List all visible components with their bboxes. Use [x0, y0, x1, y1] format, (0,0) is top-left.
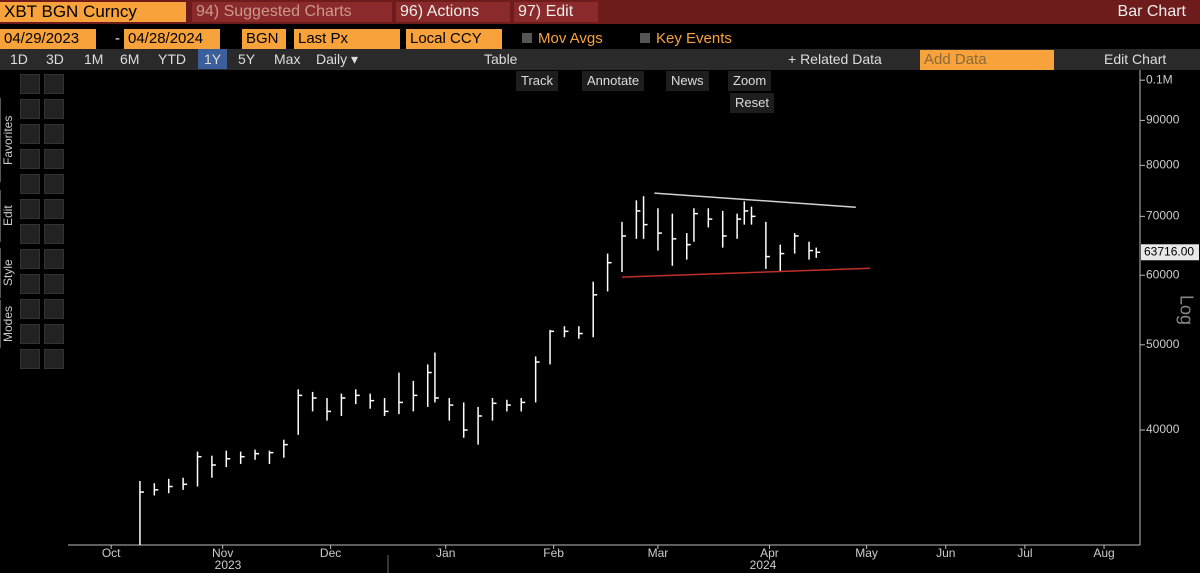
period-button[interactable]: 5Y — [238, 51, 256, 67]
drawing-tool[interactable] — [44, 349, 64, 369]
x-tick-label: Dec — [320, 546, 341, 560]
x-tick-label: Aug — [1093, 546, 1114, 560]
drawing-tool[interactable] — [44, 199, 64, 219]
axis-label: Log — [1176, 295, 1196, 325]
year-label: 2023 — [215, 558, 242, 572]
option[interactable]: Key Events — [640, 29, 732, 49]
drawing-tool[interactable] — [20, 74, 40, 94]
trendline — [621, 267, 871, 278]
last-price-label: 63716.00 — [1144, 244, 1194, 258]
related-data[interactable]: + Related Data — [788, 51, 882, 67]
currency[interactable]: Local CCY — [406, 29, 502, 49]
menu[interactable]: 96) Actions — [396, 2, 510, 22]
side-tab[interactable]: Style — [0, 248, 17, 298]
x-tick-label: May — [855, 546, 878, 560]
edit-chart[interactable]: Edit Chart — [1104, 51, 1167, 67]
y-tick-label: 70000 — [1146, 209, 1180, 223]
x-tick-label: Jun — [936, 546, 955, 560]
end-date[interactable]: 04/28/2024 — [124, 29, 220, 49]
drawing-tool[interactable] — [20, 149, 40, 169]
period-button[interactable]: YTD — [158, 51, 186, 67]
period-button[interactable]: 1Y — [198, 49, 228, 69]
y-tick-label: 0.1M — [1146, 72, 1173, 86]
last-price-box — [1141, 244, 1199, 261]
chart-kind: Bar Chart — [1117, 3, 1186, 20]
drawing-tool[interactable] — [44, 149, 64, 169]
year-label: 2024 — [750, 558, 777, 572]
x-tick-label: Oct — [102, 546, 121, 560]
add-data[interactable]: Add Data — [920, 50, 1054, 70]
drawing-tool[interactable] — [20, 299, 40, 319]
y-tick-label: 80000 — [1146, 158, 1180, 172]
drawing-tool[interactable] — [44, 74, 64, 94]
drawing-tool[interactable] — [20, 349, 40, 369]
x-tick-label: Apr — [760, 546, 779, 560]
drawing-tool[interactable] — [20, 249, 40, 269]
side-tab[interactable]: Favorites — [0, 98, 17, 182]
chart-tool[interactable]: Zoom — [728, 71, 772, 91]
drawing-tool[interactable] — [20, 124, 40, 144]
option-label: Mov Avgs — [538, 30, 603, 47]
start-date[interactable]: 04/29/2023 — [0, 29, 96, 49]
source[interactable]: BGN — [242, 29, 286, 49]
period-button[interactable]: 6M — [120, 51, 140, 67]
drawing-tool[interactable] — [44, 224, 64, 244]
checkbox[interactable] — [522, 33, 532, 43]
dash: - — [115, 30, 120, 47]
drawing-tool[interactable] — [44, 324, 64, 344]
drawing-tool[interactable] — [44, 249, 64, 269]
drawing-tool[interactable] — [44, 274, 64, 294]
chart-tool[interactable]: News — [666, 71, 709, 91]
period-button[interactable]: 1D — [10, 51, 28, 67]
field[interactable]: Last Px — [294, 29, 400, 49]
toolbar — [0, 49, 1200, 70]
drawing-tool[interactable] — [20, 199, 40, 219]
period-button[interactable]: 3D — [46, 51, 64, 67]
chart-tool[interactable]: Track — [516, 71, 559, 91]
drawing-tool[interactable] — [44, 299, 64, 319]
bars — [139, 192, 871, 545]
side-tab[interactable]: Modes — [0, 300, 17, 348]
drawing-tool[interactable] — [44, 99, 64, 119]
drawing-tool[interactable] — [20, 99, 40, 119]
drawing-tool[interactable] — [20, 174, 40, 194]
x-tick-label: Mar — [648, 546, 669, 560]
y-tick-label: 60000 — [1146, 267, 1180, 281]
x-tick-label: Nov — [212, 546, 233, 560]
frequency[interactable]: Daily ▾ — [316, 51, 359, 67]
drawing-tool[interactable] — [44, 124, 64, 144]
x-tick-label: Feb — [543, 546, 564, 560]
checkbox[interactable] — [640, 33, 650, 43]
side-tab[interactable]: Edit — [0, 190, 17, 242]
y-tick-label: 40000 — [1146, 422, 1180, 436]
y-tick-label: 90000 — [1146, 113, 1180, 127]
x-tick-label: Jul — [1017, 546, 1032, 560]
y-tick-label: 50000 — [1146, 337, 1180, 351]
drawing-tool[interactable] — [20, 224, 40, 244]
chart-tool[interactable]: Reset — [730, 93, 774, 113]
trendline — [654, 192, 856, 208]
menu[interactable]: 97) Edit — [514, 2, 598, 22]
period-button[interactable]: Max — [274, 51, 301, 67]
frequency-label: Daily — [316, 51, 348, 67]
ticker[interactable]: XBT BGN Curncy — [0, 2, 186, 22]
table-button[interactable]: Table — [484, 51, 518, 67]
option-label: Key Events — [656, 30, 732, 47]
menu[interactable]: 94) Suggested Charts — [192, 2, 392, 22]
period-button[interactable]: 1M — [84, 51, 104, 67]
option[interactable]: Mov Avgs — [522, 29, 603, 49]
drawing-tool[interactable] — [20, 274, 40, 294]
drawing-tool[interactable] — [44, 174, 64, 194]
chart-tool[interactable]: Annotate — [582, 71, 645, 91]
drawing-tool[interactable] — [20, 324, 40, 344]
x-tick-label: Jan — [436, 546, 455, 560]
